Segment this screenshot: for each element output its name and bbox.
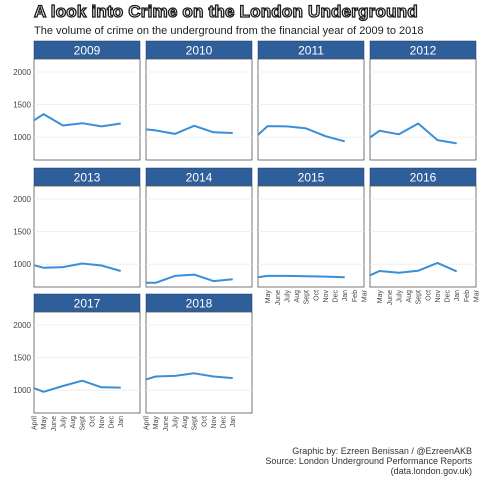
- x-tick-label: Aug: [294, 290, 301, 303]
- facet-strip-label: 2015: [298, 171, 325, 185]
- y-tick-label: 2000: [13, 195, 31, 204]
- facet-panel: [257, 58, 365, 161]
- y-tick-label: 1000: [13, 133, 31, 142]
- caption-source-url: (data.london.gov.uk): [390, 466, 472, 476]
- y-tick-label: 2000: [13, 321, 31, 330]
- facet-strip-label: 2018: [186, 297, 213, 311]
- caption-source: Source: London Underground Performance R…: [265, 456, 472, 466]
- facet-strip-label: 2010: [186, 44, 213, 58]
- facet-strip-label: 2012: [410, 44, 437, 58]
- x-tick-label: Nov: [211, 416, 218, 429]
- facet-strip-label: 2011: [298, 44, 324, 58]
- series-line-2016: [369, 261, 458, 277]
- series-line-2015: [257, 274, 345, 279]
- x-tick-label: June: [51, 416, 58, 431]
- chart-title: A look into Crime on the London Undergro…: [33, 1, 418, 21]
- y-tick-label: 1500: [13, 101, 31, 110]
- x-tick-label: Jan: [118, 416, 125, 427]
- facet-panel: [257, 185, 365, 288]
- facet-panel: [33, 185, 141, 288]
- x-tick-label: Feb: [464, 290, 471, 302]
- x-tick-label: Sept: [192, 416, 199, 430]
- x-tick-label: July: [172, 415, 179, 428]
- x-tick-label: Jan: [230, 416, 237, 427]
- series-line-2013: [33, 262, 121, 272]
- x-tick-label: April: [144, 416, 151, 430]
- facet-strip-label: 2017: [74, 297, 101, 311]
- x-tick-label: July: [60, 415, 67, 428]
- facet-panel: [33, 311, 141, 414]
- series-line-2018: [145, 372, 233, 381]
- y-tick-label: 1500: [13, 228, 31, 237]
- x-tick-label: June: [275, 290, 282, 305]
- y-tick-label: 1000: [13, 386, 31, 395]
- facet-panel: [369, 58, 477, 161]
- facet-panel: [145, 311, 253, 414]
- x-tick-label: Nov: [99, 416, 106, 429]
- x-tick-label: Jan: [342, 290, 349, 301]
- facet-strip-label: 2014: [186, 171, 213, 185]
- x-tick-label: Mar: [474, 289, 480, 302]
- series-line-2011: [257, 125, 345, 143]
- x-tick-label: Oct: [201, 416, 208, 427]
- x-tick-label: July: [396, 289, 403, 302]
- series-line-2009: [33, 113, 121, 128]
- x-tick-label: April: [32, 416, 39, 430]
- x-tick-label: Sept: [80, 416, 87, 430]
- x-tick-label: Feb: [352, 290, 359, 302]
- x-tick-label: Aug: [182, 416, 189, 429]
- x-tick-label: Dec: [109, 416, 116, 429]
- x-tick-label: June: [163, 416, 170, 431]
- x-tick-label: May: [265, 289, 272, 303]
- y-tick-label: 2000: [13, 68, 31, 77]
- facet-strip-label: 2009: [74, 44, 101, 58]
- x-tick-label: Sept: [416, 290, 423, 304]
- facet-strip-label: 2013: [74, 171, 101, 185]
- series-line-2010: [145, 124, 233, 135]
- y-tick-label: 1500: [13, 354, 31, 363]
- x-tick-label: Oct: [425, 290, 432, 301]
- x-tick-label: May: [41, 415, 48, 429]
- facet-panel: [145, 58, 253, 161]
- x-tick-label: Aug: [406, 290, 413, 303]
- x-tick-label: Dec: [221, 416, 228, 429]
- x-tick-label: Nov: [323, 290, 330, 303]
- x-tick-label: July: [284, 289, 291, 302]
- facet-panel: [33, 58, 141, 161]
- chart-subtitle: The volume of crime on the underground f…: [34, 25, 424, 37]
- x-tick-label: Aug: [70, 416, 77, 429]
- y-tick-label: 1000: [13, 260, 31, 269]
- x-tick-label: June: [387, 290, 394, 305]
- x-tick-label: Oct: [89, 416, 96, 427]
- x-tick-label: May: [377, 289, 384, 303]
- x-tick-label: Nov: [435, 290, 442, 303]
- caption-credit: Graphic by: Ezreen Benissan / @EzreenAKB: [292, 446, 472, 456]
- facet-strip-label: 2016: [410, 171, 437, 185]
- x-tick-label: Sept: [304, 290, 311, 304]
- series-line-2014: [146, 273, 233, 284]
- facet-panel: [145, 185, 253, 288]
- x-tick-label: Mar: [362, 289, 369, 302]
- facet-panel: [369, 185, 477, 288]
- x-tick-label: Oct: [313, 290, 320, 301]
- x-tick-label: Dec: [445, 290, 452, 303]
- x-tick-label: Dec: [333, 290, 340, 303]
- x-tick-label: Jan: [454, 290, 461, 301]
- series-line-2017: [33, 379, 121, 393]
- x-tick-label: May: [153, 415, 160, 429]
- series-line-2012: [369, 122, 457, 145]
